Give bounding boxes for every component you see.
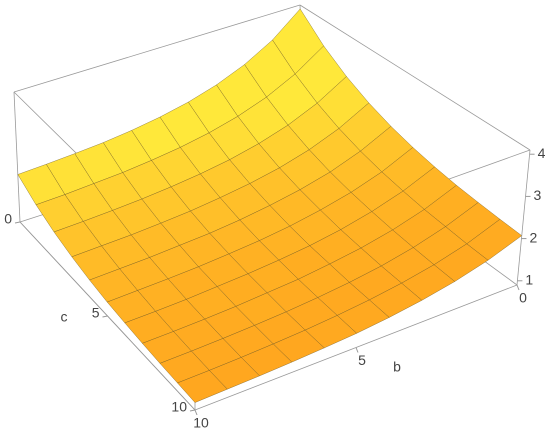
x-tick-label: 0 bbox=[519, 290, 527, 306]
x-tick bbox=[516, 284, 520, 291]
x-tick-label: 5 bbox=[358, 352, 366, 368]
x-axis-label: b bbox=[393, 359, 401, 375]
box-edge bbox=[13, 4, 301, 93]
box-edge bbox=[516, 149, 531, 286]
z-tick-label: 4 bbox=[538, 145, 546, 161]
x-tick bbox=[355, 347, 359, 353]
x-tick bbox=[194, 409, 198, 416]
z-tick-label: 2 bbox=[529, 229, 537, 245]
y-tick bbox=[102, 315, 108, 318]
z-tick-label: 1 bbox=[525, 271, 533, 287]
box-edge bbox=[13, 91, 21, 223]
y-tick-label: 10 bbox=[171, 399, 187, 415]
surface bbox=[17, 8, 523, 403]
box-front: 0 5 10 0 5 10 1 2 3 4 bbox=[4, 145, 545, 431]
box-edge bbox=[299, 4, 531, 151]
y-tick bbox=[189, 409, 196, 412]
y-tick bbox=[14, 221, 21, 224]
surface-patch bbox=[177, 370, 228, 403]
y-tick-label: 5 bbox=[92, 305, 100, 321]
z-tick-label: 3 bbox=[534, 187, 542, 203]
y-tick-label: 0 bbox=[4, 211, 12, 227]
y-axis-label: c bbox=[61, 309, 68, 325]
x-tick-label: 10 bbox=[193, 415, 209, 431]
